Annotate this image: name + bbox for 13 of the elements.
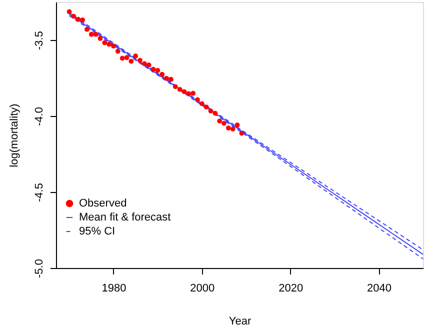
legend-label: Mean fit & forecast (79, 212, 171, 224)
y-tick-label: -4.5 (34, 183, 46, 202)
x-tick-label: 1980 (102, 282, 126, 294)
legend-label: Observed (79, 198, 127, 210)
x-tick-label: 2000 (190, 282, 215, 294)
y-axis-title: log(mortality) (8, 104, 20, 168)
y-tick-label: -3.5 (34, 31, 46, 50)
y-tick-label: -4.0 (34, 107, 46, 126)
legend-label: 95% CI (79, 226, 116, 238)
y-tick-label: -5.0 (34, 259, 46, 278)
x-axis-title: Year (228, 316, 252, 328)
x-tick-label: 2040 (367, 282, 392, 294)
x-tick-label: 2020 (278, 282, 304, 294)
